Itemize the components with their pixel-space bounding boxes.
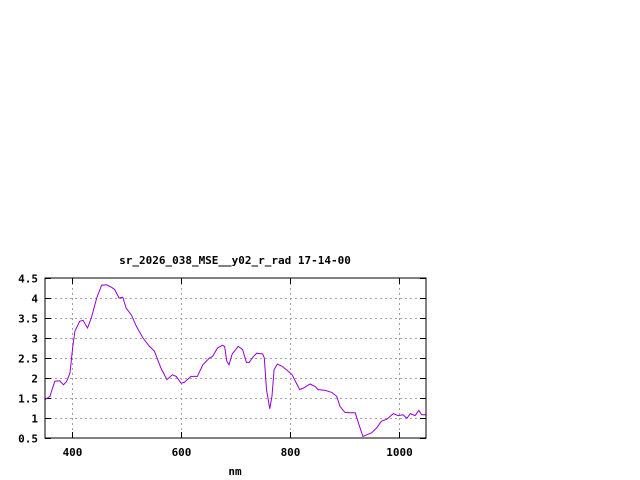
y-tick-label: 1 xyxy=(31,413,38,426)
y-tick-label: 0.5 xyxy=(18,433,38,446)
y-tick-label: 4.5 xyxy=(18,273,38,286)
y-tick-label: 2 xyxy=(31,373,38,386)
chart-title: sr_2026_038_MSE__y02_r_rad 17-14-00 xyxy=(119,254,351,267)
y-tick-label: 2.5 xyxy=(18,353,38,366)
grid xyxy=(45,278,426,438)
x-tick-label: 800 xyxy=(281,446,301,459)
x-axis-label: nm xyxy=(228,465,242,478)
y-tick-label: 4 xyxy=(31,293,38,306)
x-tick-label: 600 xyxy=(172,446,192,459)
x-tick-label: 400 xyxy=(63,446,83,459)
y-tick-label: 3 xyxy=(31,333,38,346)
y-tick-label: 3.5 xyxy=(18,313,38,326)
plot-frame xyxy=(44,277,427,439)
x-tick-label: 1000 xyxy=(386,446,413,459)
series-line xyxy=(44,284,426,438)
y-tick-label: 1.5 xyxy=(18,393,38,406)
axis-ticks: 400 600 800 1000 0.5 1 1.5 2 2.5 3 3.5 4 4.5 xyxy=(18,273,426,459)
